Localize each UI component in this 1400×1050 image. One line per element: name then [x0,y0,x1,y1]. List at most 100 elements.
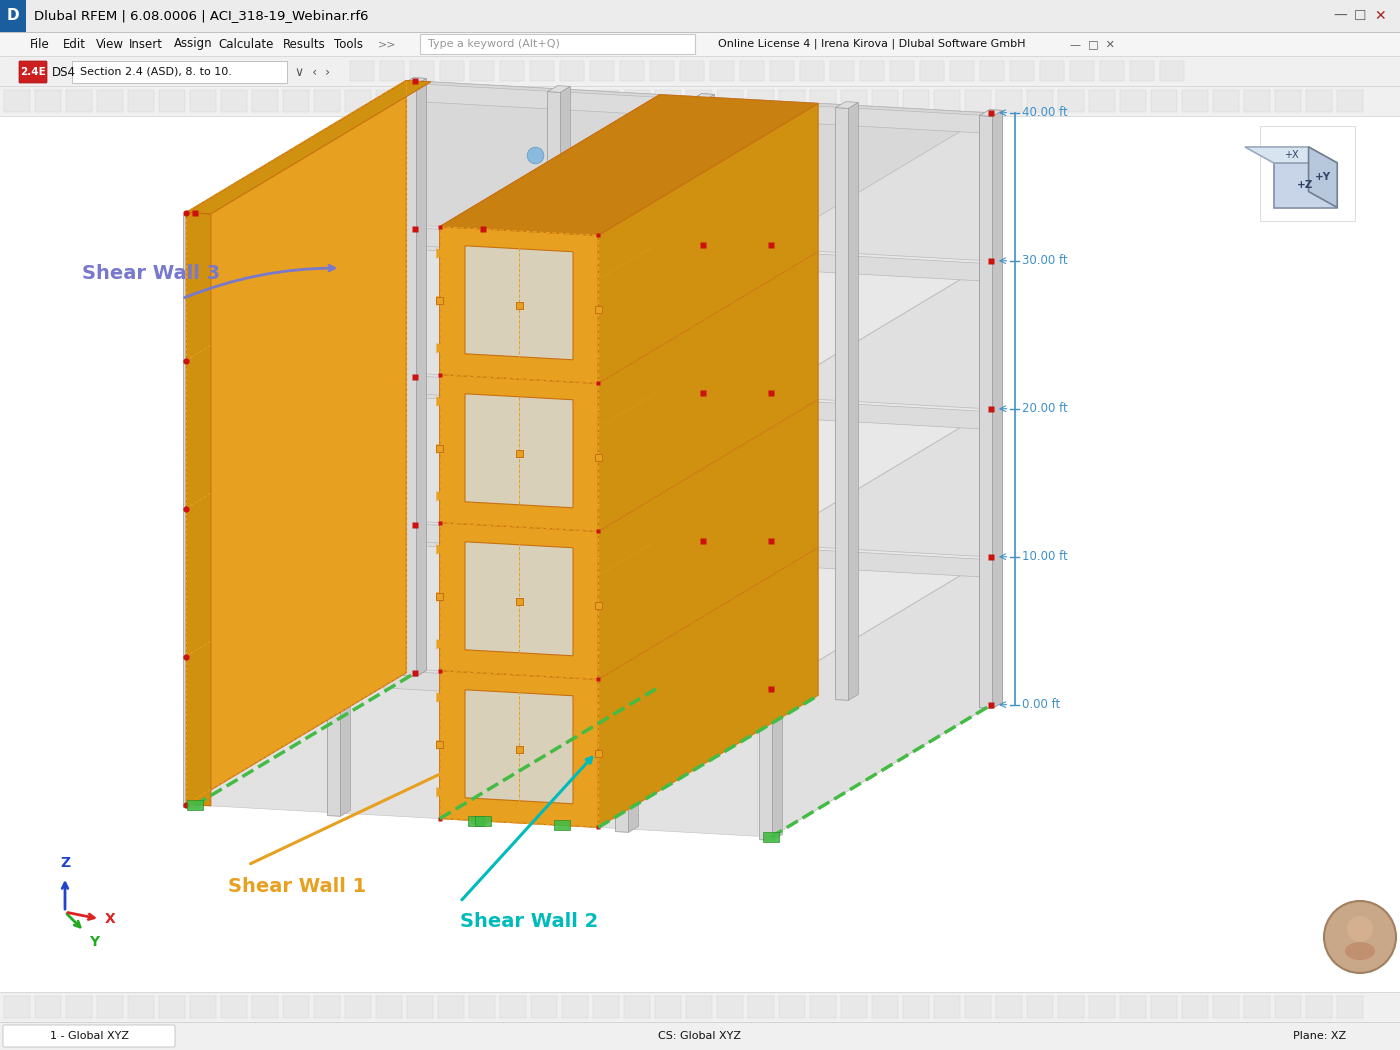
Polygon shape [417,79,427,676]
Text: View: View [95,38,123,50]
Polygon shape [1274,163,1337,208]
Bar [500,61,524,81]
Bar [0,86,1400,116]
Polygon shape [440,243,659,523]
Polygon shape [209,214,470,376]
Circle shape [1324,901,1396,973]
Polygon shape [195,81,991,245]
Polygon shape [437,740,449,750]
Bar [841,90,867,112]
Bar [160,996,185,1018]
Bar [595,750,602,757]
Text: Assign: Assign [174,38,213,50]
Polygon shape [437,249,449,258]
Polygon shape [190,210,199,233]
Polygon shape [771,261,991,541]
Bar [35,90,62,112]
Polygon shape [195,229,991,393]
Polygon shape [588,700,601,711]
Bar [377,90,402,112]
Polygon shape [547,91,560,685]
Polygon shape [186,212,211,806]
Polygon shape [1245,147,1337,163]
Polygon shape [414,525,991,705]
Bar [934,90,960,112]
Bar [860,61,883,81]
Bar [160,90,185,112]
Bar [778,90,805,112]
Polygon shape [598,399,818,679]
Text: Tools: Tools [335,38,363,50]
Polygon shape [760,242,783,249]
Bar [995,996,1022,1018]
Bar [920,61,944,81]
Bar [680,61,704,81]
Polygon shape [340,218,350,816]
Text: 30.00 ft: 30.00 ft [1022,254,1068,267]
Bar [252,90,279,112]
Polygon shape [771,556,991,837]
Polygon shape [417,79,427,676]
Polygon shape [496,378,757,541]
Bar [35,996,62,1018]
Bar [1182,996,1208,1018]
Text: 2.4E: 2.4E [20,67,46,77]
Polygon shape [209,361,470,524]
Bar [595,454,602,461]
Bar [1306,90,1331,112]
Polygon shape [403,78,427,84]
Polygon shape [328,217,350,225]
Text: CS: Global XYZ: CS: Global XYZ [658,1031,742,1041]
Text: File: File [29,38,50,50]
Text: Z: Z [60,856,70,870]
Bar [66,90,92,112]
Text: 0.00 ft: 0.00 ft [1022,698,1061,711]
Polygon shape [629,234,638,833]
Bar [407,90,433,112]
Bar [770,61,794,81]
Polygon shape [437,444,449,454]
Bar [4,996,29,1018]
Polygon shape [484,227,494,824]
Bar [1120,90,1147,112]
Bar [799,61,825,81]
Text: >>: >> [378,39,396,49]
Bar [283,90,309,112]
Bar [1040,61,1064,81]
Polygon shape [403,84,417,676]
Bar [97,996,123,1018]
Polygon shape [410,79,419,101]
Text: Dlubal RFEM | 6.08.0006 | ACI_318-19_Webinar.rf6: Dlubal RFEM | 6.08.0006 | ACI_318-19_Web… [34,9,368,22]
Text: Plane: XZ: Plane: XZ [1294,1031,1347,1041]
Polygon shape [186,81,406,804]
Bar [965,996,991,1018]
Polygon shape [190,358,199,381]
Bar [0,1022,1400,1050]
Bar [1275,996,1301,1018]
Text: 1 - Global XYZ: 1 - Global XYZ [49,1031,129,1041]
Text: DS4: DS4 [52,65,76,79]
Bar [515,449,522,457]
Polygon shape [209,657,470,820]
Polygon shape [328,224,340,816]
Bar [440,61,463,81]
Bar [560,61,584,81]
Bar [624,90,650,112]
Text: Type a keyword (Alt+Q): Type a keyword (Alt+Q) [428,39,560,49]
Polygon shape [598,547,818,827]
Polygon shape [186,81,431,214]
Bar [1161,61,1184,81]
Bar [594,90,619,112]
Bar [4,90,29,112]
Polygon shape [195,377,414,521]
Polygon shape [440,523,598,679]
Bar [515,301,522,309]
Bar [624,996,650,1018]
Bar [470,61,494,81]
Polygon shape [440,539,659,819]
Bar [438,90,463,112]
FancyBboxPatch shape [3,1025,175,1047]
Bar [763,832,778,842]
Polygon shape [440,375,598,531]
Bar [475,816,491,826]
